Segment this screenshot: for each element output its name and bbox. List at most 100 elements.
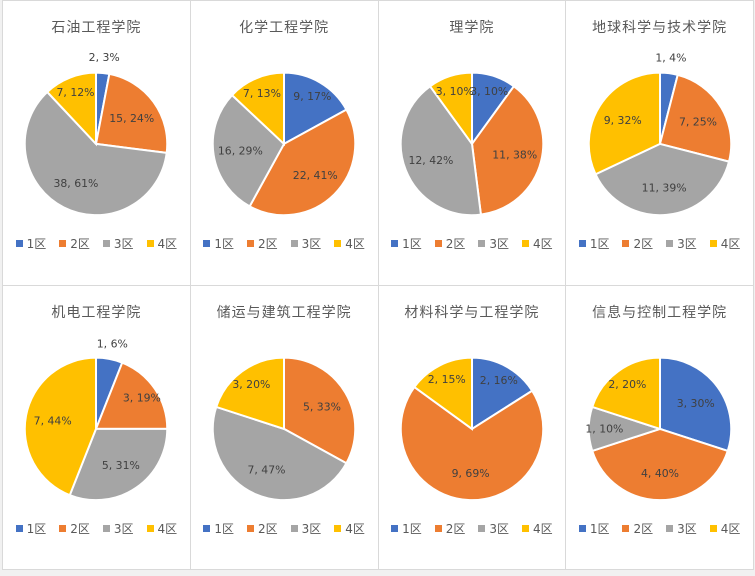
- pie-slice-4区[interactable]: [46, 71, 98, 147]
- data-label: 2, 3%: [89, 51, 120, 64]
- chart-panel-petroleum[interactable]: 石油工程学院 2, 3% 15, 24% 38, 61% 7, 12% 1区 2区 3区 4…: [3, 1, 191, 286]
- chart-legend: 1区 2区 3区 4区: [15, 520, 177, 537]
- pie-slice-2区[interactable]: [95, 72, 169, 154]
- legend-item-4区[interactable]: 4区: [146, 520, 177, 537]
- legend-item-4区[interactable]: 4区: [146, 235, 178, 252]
- legend-marker-icon: [334, 240, 342, 247]
- data-label: 3, 19%: [123, 391, 161, 404]
- legend-item-1区[interactable]: 1区: [203, 520, 234, 537]
- legend-item-1区[interactable]: 1区: [15, 235, 46, 252]
- pie-chart: 3, 30% 4, 40% 1, 10% 2, 20%: [585, 356, 732, 501]
- legend-item-3区[interactable]: 3区: [290, 520, 321, 537]
- pie-slice-2区[interactable]: [470, 84, 545, 216]
- legend-label: 1区: [214, 237, 234, 251]
- chart-panel-chemical[interactable]: 化学工程学院 9, 17% 22, 41% 16, 29% 7, 13% 1区 2区 3区…: [190, 1, 379, 286]
- chart-panel-science[interactable]: 理学院 3, 10% 11, 38% 12, 42% 3, 10% 1区 2区 3区 4区: [378, 1, 567, 286]
- pie-slice-4区[interactable]: [428, 71, 473, 147]
- legend-item-2区[interactable]: 2区: [434, 520, 465, 537]
- chart-panel-mechatronics[interactable]: 机电工程学院 1, 6% 3, 19% 5, 31% 7, 44% 1区 2区 3区 4区: [3, 285, 191, 570]
- chart-panel-information-control[interactable]: 信息与控制工程学院 3, 30% 4, 40% 1, 10% 2, 20% 1区 2区 3…: [566, 285, 754, 570]
- legend-item-2区[interactable]: 2区: [246, 520, 278, 537]
- pie-slice-4区[interactable]: [24, 356, 98, 496]
- legend-item-1区[interactable]: 1区: [391, 235, 422, 252]
- legend-item-1区[interactable]: 1区: [203, 235, 234, 252]
- legend-item-2区[interactable]: 2区: [59, 520, 90, 537]
- pie-slice-3区[interactable]: [399, 84, 482, 217]
- legend-marker-icon: [434, 524, 442, 532]
- data-label: 3, 10%: [470, 85, 508, 98]
- legend-label: 3区: [113, 237, 134, 251]
- pie-slice-4区[interactable]: [590, 356, 661, 430]
- pie-slice-3区[interactable]: [24, 90, 169, 217]
- pie-slice-2区[interactable]: [399, 385, 545, 501]
- data-label: 5, 33%: [303, 400, 341, 413]
- legend-item-3区[interactable]: 3区: [102, 235, 134, 252]
- legend-item-3区[interactable]: 3区: [290, 235, 321, 252]
- pie-slice-4区[interactable]: [412, 356, 473, 431]
- pie-slice-4区[interactable]: [215, 356, 286, 430]
- data-label: 11, 38%: [492, 149, 537, 162]
- pie-slice-2区[interactable]: [283, 356, 357, 465]
- legend-label: 2区: [633, 237, 654, 251]
- legend-item-4区[interactable]: 4区: [522, 520, 553, 537]
- chart-title: 储运与建筑工程学院: [216, 304, 352, 321]
- legend-marker-icon: [15, 240, 23, 247]
- legend-item-3区[interactable]: 3区: [478, 235, 509, 252]
- legend-item-4区[interactable]: 4区: [709, 235, 740, 252]
- pie-slice-2区[interactable]: [94, 360, 169, 430]
- legend-item-2区[interactable]: 2区: [59, 235, 90, 252]
- legend-item-3区[interactable]: 3区: [666, 520, 697, 537]
- pie-slice-3区[interactable]: [211, 93, 286, 208]
- legend-label: 3区: [489, 521, 510, 536]
- legend-item-1区[interactable]: 1区: [578, 520, 609, 537]
- legend-label: 2区: [257, 237, 278, 251]
- legend-label: 4区: [157, 237, 178, 251]
- legend-marker-icon: [246, 524, 254, 532]
- legend-item-3区[interactable]: 3区: [666, 235, 697, 252]
- legend-item-1区[interactable]: 1区: [15, 520, 46, 537]
- legend-label: 1区: [402, 521, 422, 536]
- pie-slice-1区[interactable]: [658, 356, 732, 452]
- pie-slice-3区[interactable]: [211, 405, 348, 501]
- legend-marker-icon: [391, 240, 399, 247]
- data-label: 7, 47%: [248, 463, 286, 476]
- legend-item-2区[interactable]: 2区: [622, 520, 653, 537]
- legend-item-2区[interactable]: 2区: [246, 235, 278, 252]
- legend-marker-icon: [578, 240, 586, 247]
- legend-item-1区[interactable]: 1区: [578, 235, 609, 252]
- pie-slice-2区[interactable]: [248, 108, 357, 217]
- pie-slice-2区[interactable]: [658, 73, 732, 163]
- pie-slice-1区[interactable]: [283, 71, 348, 146]
- pie-slice-4区[interactable]: [230, 71, 286, 147]
- legend-label: 1区: [214, 521, 234, 536]
- legend-item-3区[interactable]: 3区: [102, 520, 134, 537]
- pie-slice-1区[interactable]: [470, 356, 534, 431]
- legend-item-3区[interactable]: 3区: [478, 520, 509, 537]
- chart-legend: 1区 2区 3区 4区: [578, 520, 740, 537]
- legend-item-1区[interactable]: 1区: [391, 520, 422, 537]
- legend-marker-icon: [622, 240, 630, 247]
- data-label: 2, 16%: [480, 374, 518, 387]
- chart-panel-materials[interactable]: 材料科学与工程学院 2, 16% 9, 69% 2, 15% 1区 2区 3区 4区: [378, 285, 567, 570]
- legend-item-4区[interactable]: 4区: [709, 520, 740, 537]
- pie-slice-3区[interactable]: [593, 142, 730, 217]
- legend-item-4区[interactable]: 4区: [522, 235, 553, 252]
- pie-chart: 3, 10% 11, 38% 12, 42% 3, 10%: [399, 71, 545, 217]
- legend-item-2区[interactable]: 2区: [434, 235, 465, 252]
- legend-item-4区[interactable]: 4区: [334, 520, 365, 537]
- pie-slice-4区[interactable]: [587, 71, 661, 176]
- pie-chart: 1, 4% 7, 25% 11, 39% 9, 32%: [587, 52, 732, 217]
- legend-item-4区[interactable]: 4区: [334, 235, 365, 252]
- data-label: 4, 40%: [641, 466, 679, 479]
- legend-label: 3区: [677, 237, 697, 251]
- chart-panel-storage-construction[interactable]: 储运与建筑工程学院 5, 33% 7, 47% 3, 20% 1区 2区 3区 4区: [190, 285, 379, 570]
- pie-slice-3区[interactable]: [68, 427, 169, 501]
- data-label: 7, 25%: [679, 115, 717, 128]
- legend-marker-icon: [478, 524, 486, 532]
- legend-item-2区[interactable]: 2区: [622, 235, 653, 252]
- legend-marker-icon: [434, 240, 442, 247]
- chart-legend: 1区 2区 3区 4区: [203, 235, 365, 252]
- chart-panel-geoscience[interactable]: 地球科学与技术学院 1, 4% 7, 25% 11, 39% 9, 32% 1区 2区 3…: [566, 1, 754, 286]
- pie-slice-2区[interactable]: [590, 427, 729, 501]
